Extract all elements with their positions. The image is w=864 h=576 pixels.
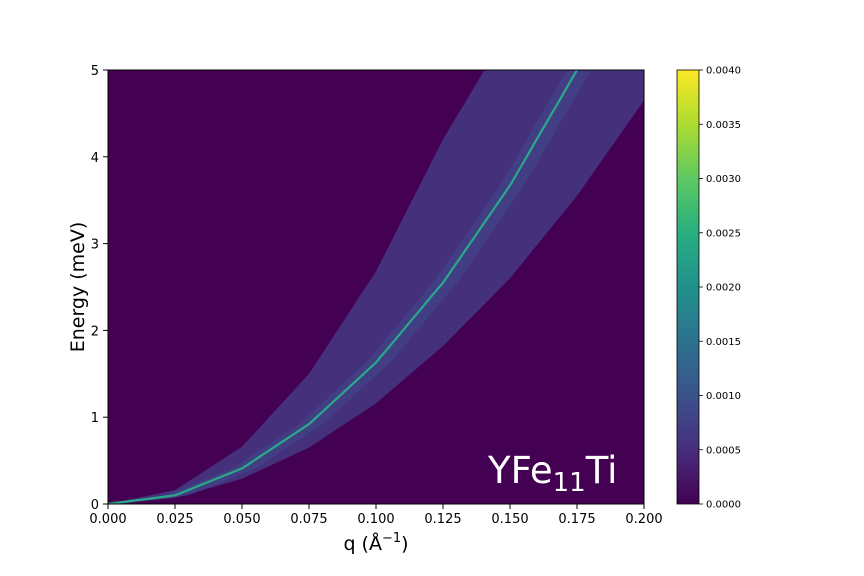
x-axis-title: q (Å−1) (343, 531, 408, 555)
colorbar-tick-label: 0.0015 (706, 337, 741, 348)
x-axis: 0.000 0.025 0.050 0.075 0.100 0.125 0.150 0.175… (89, 504, 663, 527)
colorbar-tick-label: 0.0000 (706, 500, 741, 511)
x-tick-label: 0.200 (625, 512, 662, 527)
y-tick-label: 4 (91, 151, 99, 166)
dispersion-band-inner (108, 70, 591, 504)
colorbar-tick-label: 0.0030 (706, 174, 741, 185)
x-tick-label: 0.150 (491, 512, 528, 527)
colorbar-tick-label: 0.0010 (706, 391, 741, 402)
colorbar (676, 69, 700, 505)
colorbar-ticks: 0.0000 0.0005 0.0010 0.0015 0.0020 0.0025 0.00… (699, 66, 741, 511)
dispersion-ridge (108, 70, 579, 504)
colorbar-tick-label: 0.0040 (706, 66, 741, 77)
y-tick-label: 5 (91, 64, 99, 79)
colorbar-tick-label: 0.0020 (706, 283, 741, 294)
x-tick-label: 0.125 (424, 512, 461, 527)
x-tick-label: 0.075 (290, 512, 327, 527)
y-tick-label: 0 (91, 498, 99, 513)
colorbar-tick-label: 0.0035 (706, 120, 741, 131)
colorbar-tick-label: 0.0005 (706, 445, 741, 456)
y-tick-label: 1 (91, 411, 99, 426)
material-annotation: YFe11Ti (487, 449, 617, 498)
colorbar-tick-label: 0.0025 (706, 228, 741, 239)
y-tick-label: 2 (91, 324, 99, 339)
y-axis-title: Energy (meV) (67, 222, 89, 353)
x-tick-label: 0.175 (558, 512, 595, 527)
x-tick-label: 0.100 (357, 512, 394, 527)
x-tick-label: 0.000 (89, 512, 126, 527)
x-tick-label: 0.050 (223, 512, 260, 527)
y-tick-label: 3 (91, 238, 99, 253)
y-axis: 0 1 2 3 4 5 (91, 64, 108, 513)
x-tick-label: 0.025 (156, 512, 193, 527)
